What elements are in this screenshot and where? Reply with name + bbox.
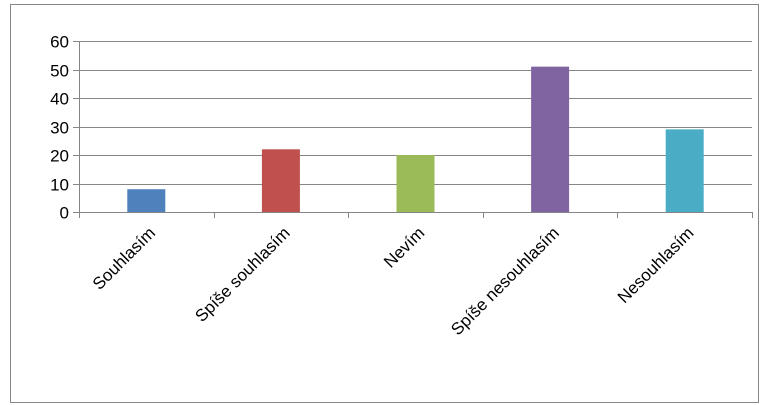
bar [261,149,300,212]
bar [665,129,704,212]
x-category-label: Spíše nesouhlasím [447,223,563,339]
x-category-labels: Souhlasím Spíše souhlasím Nevím Spíše nesou… [89,223,698,339]
x-category-label: Spíše souhlasím [191,223,293,325]
y-tick-label: 50 [50,62,69,81]
y-tick-label: 60 [50,33,69,52]
x-category-label: Nevím [380,223,428,271]
chart-border [10,4,759,403]
y-tick-label: 10 [50,176,69,195]
x-category-label: Nesouhlasím [614,223,698,307]
gridlines [79,41,752,185]
bar [396,155,435,212]
bar [531,66,570,213]
x-category-label: Souhlasím [89,223,159,293]
bar [127,189,166,212]
y-tick-labels: 0 10 20 30 40 50 60 [50,33,69,223]
y-tick-label: 20 [50,147,69,166]
y-tick-label: 30 [50,119,69,138]
bars [127,66,704,213]
y-tick-label: 40 [50,90,69,109]
axes [73,41,753,218]
y-tick-label: 0 [60,204,69,223]
